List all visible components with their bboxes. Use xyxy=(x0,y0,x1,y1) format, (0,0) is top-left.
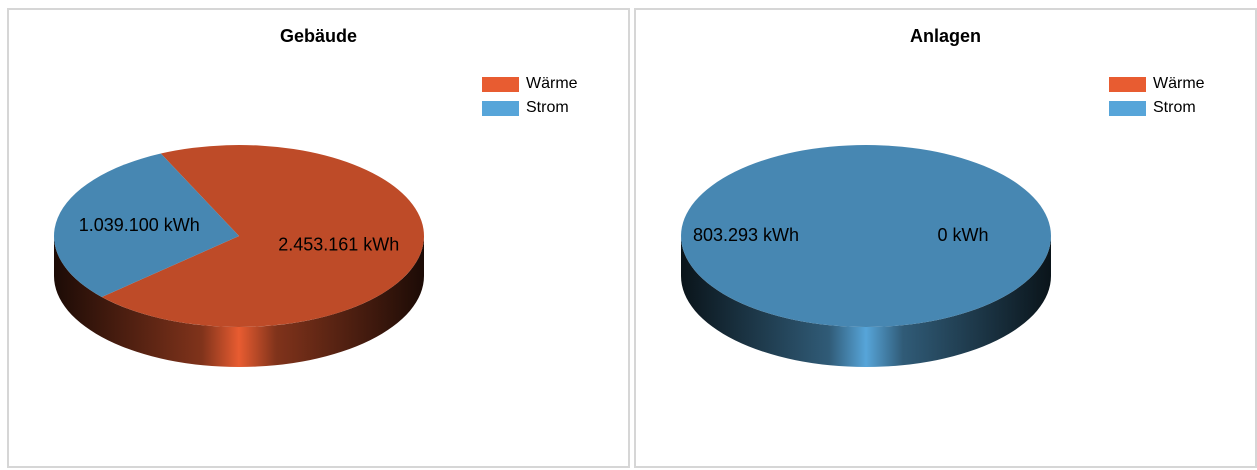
charts-container: Gebäude Wärme Strom 2.453.161 kWh 1.039.1… xyxy=(7,8,1257,468)
legend-item-waerme[interactable]: Wärme xyxy=(1109,72,1205,96)
pie-slice-waerme[interactable] xyxy=(101,144,425,328)
data-label-waerme: 2.453.161 kWh xyxy=(278,235,399,255)
chart-panel-anlagen: Anlagen Wärme Strom 0 kWh 803.293 kWh xyxy=(634,8,1257,468)
legend-swatch-waerme xyxy=(1109,76,1146,92)
legend-label-strom: Strom xyxy=(526,99,569,116)
legend-label-waerme: Wärme xyxy=(526,75,578,92)
pie-slice-strom[interactable] xyxy=(681,145,1051,327)
pie-chart-anlagen: 0 kWh 803.293 kWh xyxy=(681,145,1051,367)
legend-item-strom[interactable]: Strom xyxy=(1109,96,1205,120)
chart-title: Gebäude xyxy=(279,26,358,46)
legend-label-strom: Strom xyxy=(1153,99,1196,116)
chart-legend: Wärme Strom xyxy=(1109,72,1205,120)
legend-swatch-strom xyxy=(1109,100,1146,116)
pie-slice-strom[interactable] xyxy=(53,153,239,298)
pie-side-wall xyxy=(54,236,424,367)
data-label-waerme: 0 kWh xyxy=(937,225,988,245)
legend-swatch-strom xyxy=(482,100,519,116)
legend-item-strom[interactable]: Strom xyxy=(482,96,578,120)
data-label-strom: 803.293 kWh xyxy=(693,225,799,245)
chart-title: Anlagen xyxy=(909,26,981,46)
pie-side-wall xyxy=(681,236,1051,367)
legend-label-waerme: Wärme xyxy=(1153,75,1205,92)
legend-item-waerme[interactable]: Wärme xyxy=(482,72,578,96)
legend-swatch-waerme xyxy=(482,76,519,92)
pie-chart-gebaeude: 2.453.161 kWh 1.039.100 kWh xyxy=(53,144,425,367)
data-label-strom: 1.039.100 kWh xyxy=(79,215,200,235)
chart-legend: Wärme Strom xyxy=(482,72,578,120)
chart-panel-gebaeude: Gebäude Wärme Strom 2.453.161 kWh 1.039.1… xyxy=(7,8,630,468)
